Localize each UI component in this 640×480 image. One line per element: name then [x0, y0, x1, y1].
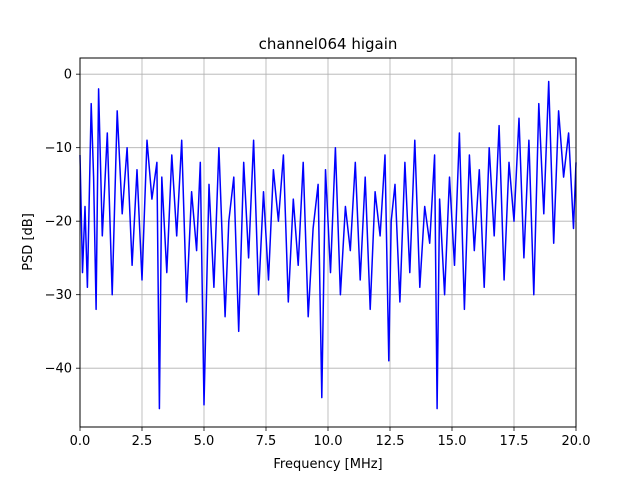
- y-tick-label: −20: [45, 215, 72, 230]
- psd-series-line: [79, 80, 577, 410]
- x-axis-label: Frequency [MHz]: [273, 457, 382, 472]
- chart-title: channel064 higain: [259, 35, 398, 53]
- y-tick-label: −30: [45, 288, 72, 303]
- x-tick-label: 12.5: [376, 434, 405, 449]
- x-axis-ticks: 0.0 2.5 5.0 7.5 10.0 12.5 15.0 17.5 20.0: [70, 427, 591, 449]
- x-tick-label: 15.0: [438, 434, 467, 449]
- y-tick-label: 0: [64, 68, 72, 83]
- x-tick-label: 20.0: [562, 434, 591, 449]
- grid: [79, 58, 577, 427]
- plot-area: [79, 80, 577, 410]
- x-tick-label: 5.0: [194, 434, 215, 449]
- x-tick-label: 7.5: [256, 434, 277, 449]
- x-tick-label: 17.5: [500, 434, 529, 449]
- x-tick-label: 0.0: [70, 434, 91, 449]
- x-tick-label: 2.5: [132, 434, 153, 449]
- y-tick-label: −40: [45, 362, 72, 377]
- y-axis-label: PSD [dB]: [21, 213, 36, 271]
- y-tick-label: −10: [45, 141, 72, 156]
- y-axis-ticks: 0 −10 −20 −30 −40: [45, 68, 80, 377]
- x-tick-label: 10.0: [314, 434, 343, 449]
